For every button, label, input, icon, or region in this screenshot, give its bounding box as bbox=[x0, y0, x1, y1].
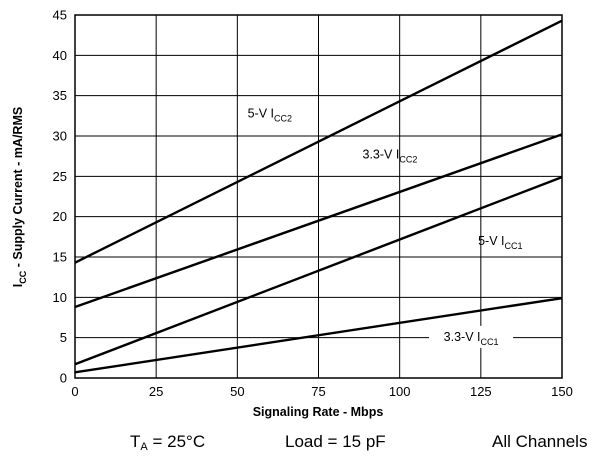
channels-condition: All Channels bbox=[492, 432, 588, 451]
load-condition: Load = 15 pF bbox=[285, 432, 386, 451]
y-axis-title-main: I bbox=[11, 284, 25, 287]
series-label: 5-V ICC2 bbox=[248, 106, 292, 123]
y-tick-label: 30 bbox=[53, 129, 67, 144]
ta-sub: A bbox=[140, 441, 148, 453]
x-tick-label: 125 bbox=[470, 384, 492, 399]
y-tick-label: 20 bbox=[53, 209, 67, 224]
series-label: 3.3-V ICC1 bbox=[444, 330, 499, 347]
series-label-background bbox=[429, 325, 514, 348]
y-tick-label: 35 bbox=[53, 88, 67, 103]
x-tick-label: 50 bbox=[230, 384, 244, 399]
series-line bbox=[74, 176, 563, 366]
y-tick-label: 15 bbox=[53, 250, 67, 265]
x-tick-label: 100 bbox=[389, 384, 411, 399]
ta-main: T bbox=[130, 432, 141, 451]
series-label: 3.3-V ICC2 bbox=[363, 148, 418, 165]
x-tick-label: 0 bbox=[71, 384, 78, 399]
y-tick-label: 5 bbox=[60, 330, 67, 345]
x-tick-label: 150 bbox=[551, 384, 573, 399]
series-line bbox=[74, 133, 563, 309]
y-axis-title-sub: CC bbox=[18, 270, 28, 283]
y-tick-labels: 0 5 10 15 20 25 30 35 40 45 bbox=[53, 8, 67, 386]
y-tick-label: 40 bbox=[53, 48, 67, 63]
y-axis-title-rest: - Supply Current - mA/RMS bbox=[11, 107, 25, 271]
x-axis-title: Signaling Rate - Mbps bbox=[253, 405, 384, 419]
grid-lines bbox=[75, 15, 562, 378]
y-tick-label: 10 bbox=[53, 290, 67, 305]
series-lines bbox=[74, 19, 563, 374]
plot-frame bbox=[74, 14, 563, 379]
x-tick-labels: 0 25 50 75 100 125 150 bbox=[71, 384, 572, 399]
temperature-condition: TA = 25°C bbox=[130, 432, 205, 453]
y-tick-label: 25 bbox=[53, 169, 67, 184]
y-tick-label: 0 bbox=[60, 371, 67, 386]
test-conditions: TA = 25°C Load = 15 pF All Channels bbox=[0, 432, 613, 456]
y-tick-label: 45 bbox=[53, 8, 67, 23]
series-labels: 5-V ICC2 3.3-V ICC2 5-V ICC1 3.3-V ICC1 bbox=[248, 106, 523, 348]
series-line bbox=[74, 19, 563, 264]
y-axis-title: ICC - Supply Current - mA/RMS bbox=[11, 107, 28, 287]
supply-current-chart: 0 5 10 15 20 25 30 35 40 45 0 25 50 75 100 125 150 5-V … bbox=[11, 8, 573, 420]
series-line bbox=[74, 296, 563, 374]
x-tick-label: 25 bbox=[149, 384, 163, 399]
ta-rest: = 25°C bbox=[147, 432, 206, 451]
series-label: 5-V ICC1 bbox=[478, 234, 522, 251]
x-tick-label: 75 bbox=[311, 384, 325, 399]
